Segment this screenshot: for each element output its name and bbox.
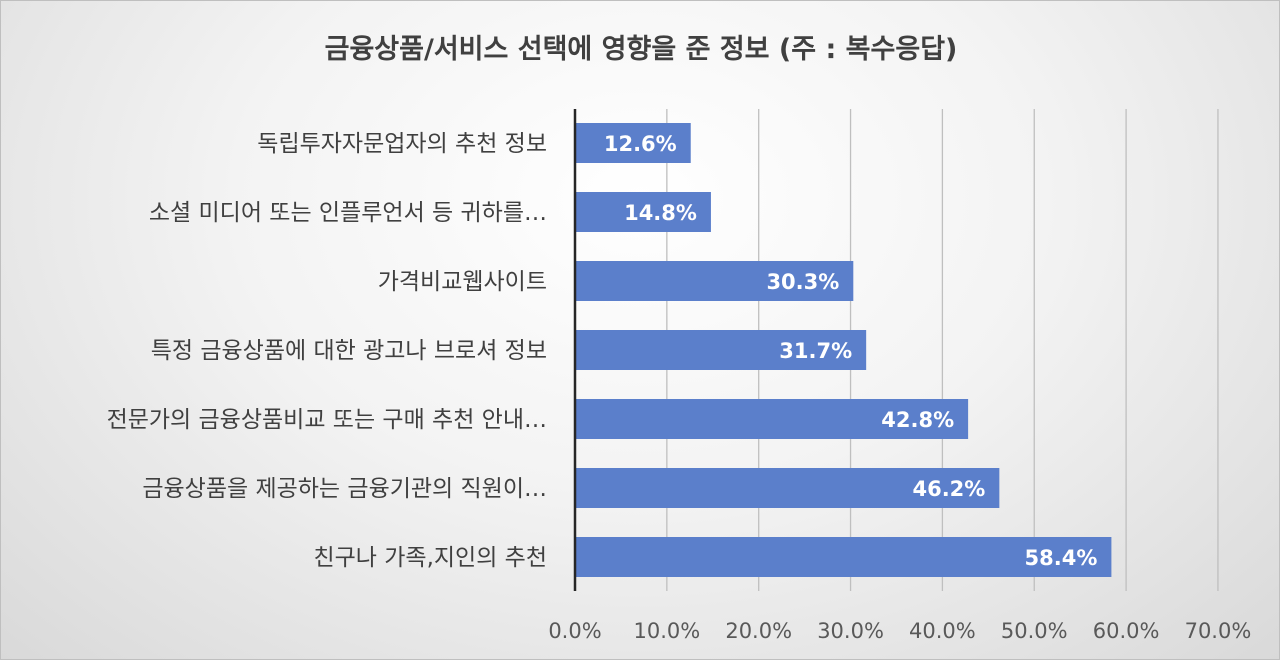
bar [575, 123, 691, 163]
bar [575, 261, 854, 301]
category-label: 가격비교웹사이트 [378, 269, 547, 295]
x-tick-label: 0.0% [548, 619, 601, 643]
x-tick-label: 50.0% [1001, 619, 1068, 643]
category-label: 금융상품을 제공하는 금융기관의 직원이… [142, 476, 547, 502]
x-tick-label: 60.0% [1093, 619, 1160, 643]
data-label: 30.3% [766, 270, 839, 294]
bar [575, 537, 1112, 577]
category-label: 소셜 미디어 또는 인플루언서 등 귀하를… [149, 200, 547, 226]
category-label: 전문가의 금융상품비교 또는 구매 추천 안내… [107, 407, 547, 433]
x-tick-label: 30.0% [817, 619, 884, 643]
x-tick-label: 10.0% [633, 619, 700, 643]
category-label: 독립투자자문업자의 추천 정보 [257, 131, 547, 157]
data-label: 42.8% [881, 408, 954, 432]
category-label: 특정 금융상품에 대한 광고나 브로셔 정보 [151, 338, 547, 364]
bar [575, 468, 1000, 508]
data-label: 58.4% [1025, 546, 1098, 570]
bar [575, 330, 867, 370]
data-label: 12.6% [604, 132, 677, 156]
chart-title: 금융상품/서비스 선택에 영향을 준 정보 (주 : 복수응답) [324, 34, 958, 65]
data-label: 46.2% [912, 477, 985, 501]
x-tick-label: 70.0% [1185, 619, 1252, 643]
x-tick-label: 40.0% [909, 619, 976, 643]
data-label: 14.8% [624, 201, 697, 225]
bar [575, 399, 969, 439]
category-label: 친구나 가족,지인의 추천 [313, 545, 547, 571]
data-label: 31.7% [779, 339, 852, 363]
bar [575, 192, 711, 232]
x-tick-label: 20.0% [725, 619, 792, 643]
